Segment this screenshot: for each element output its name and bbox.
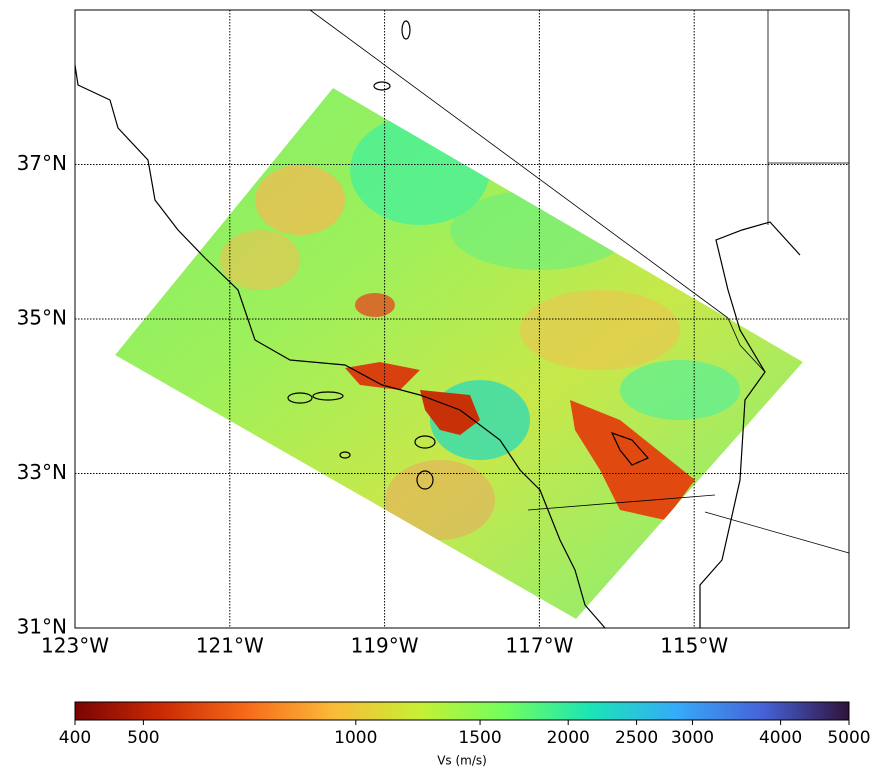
x-tick-label: 117°W	[505, 634, 573, 658]
map-panel	[74, 9, 850, 629]
salton-sea	[610, 431, 649, 466]
colorbar-tick-label: 5000	[827, 728, 870, 748]
x-tick-label: 115°W	[660, 634, 728, 658]
colorbar	[74, 701, 850, 721]
y-tick-label: 31°N	[17, 615, 67, 639]
y-tick-label: 35°N	[17, 306, 67, 330]
field-patch	[220, 230, 300, 290]
colorbar-tick-label: 500	[127, 728, 159, 748]
lake	[401, 20, 411, 40]
island	[339, 451, 351, 459]
y-tick-label: 33°N	[17, 460, 67, 484]
island	[312, 391, 344, 401]
basin-patch	[570, 400, 695, 520]
colorbar-tick-label: 1500	[458, 728, 501, 748]
map-frame	[74, 9, 850, 629]
state-border	[727, 317, 766, 373]
coast-gulf	[699, 221, 801, 628]
colorbar-tick-label: 2000	[547, 728, 590, 748]
x-tick-label: 119°W	[351, 634, 419, 658]
country-border	[527, 494, 716, 511]
colorbar-tick-label: 4000	[759, 728, 802, 748]
colorbar-tick-label: 1000	[334, 728, 377, 748]
island	[416, 470, 434, 490]
basin-patch	[345, 362, 420, 390]
field-patch	[255, 165, 345, 235]
colorbar-tick-label: 3000	[671, 728, 714, 748]
country-border	[704, 511, 850, 554]
colorbar-tick-label: 400	[59, 728, 91, 748]
coast-ca	[74, 64, 606, 629]
coastline	[74, 20, 801, 629]
colorbar-label: Vs (m/s)	[437, 754, 487, 768]
colorbar-tick-label: 2500	[615, 728, 658, 748]
field-patch	[620, 360, 740, 420]
x-tick-label: 123°W	[41, 634, 109, 658]
y-tick-label: 37°N	[17, 151, 67, 175]
field-patch	[520, 290, 680, 370]
field-patch	[385, 460, 495, 540]
field-patch	[355, 293, 395, 317]
island	[287, 392, 313, 404]
island	[414, 435, 436, 449]
x-tick-label: 121°W	[196, 634, 264, 658]
lake	[373, 81, 391, 91]
